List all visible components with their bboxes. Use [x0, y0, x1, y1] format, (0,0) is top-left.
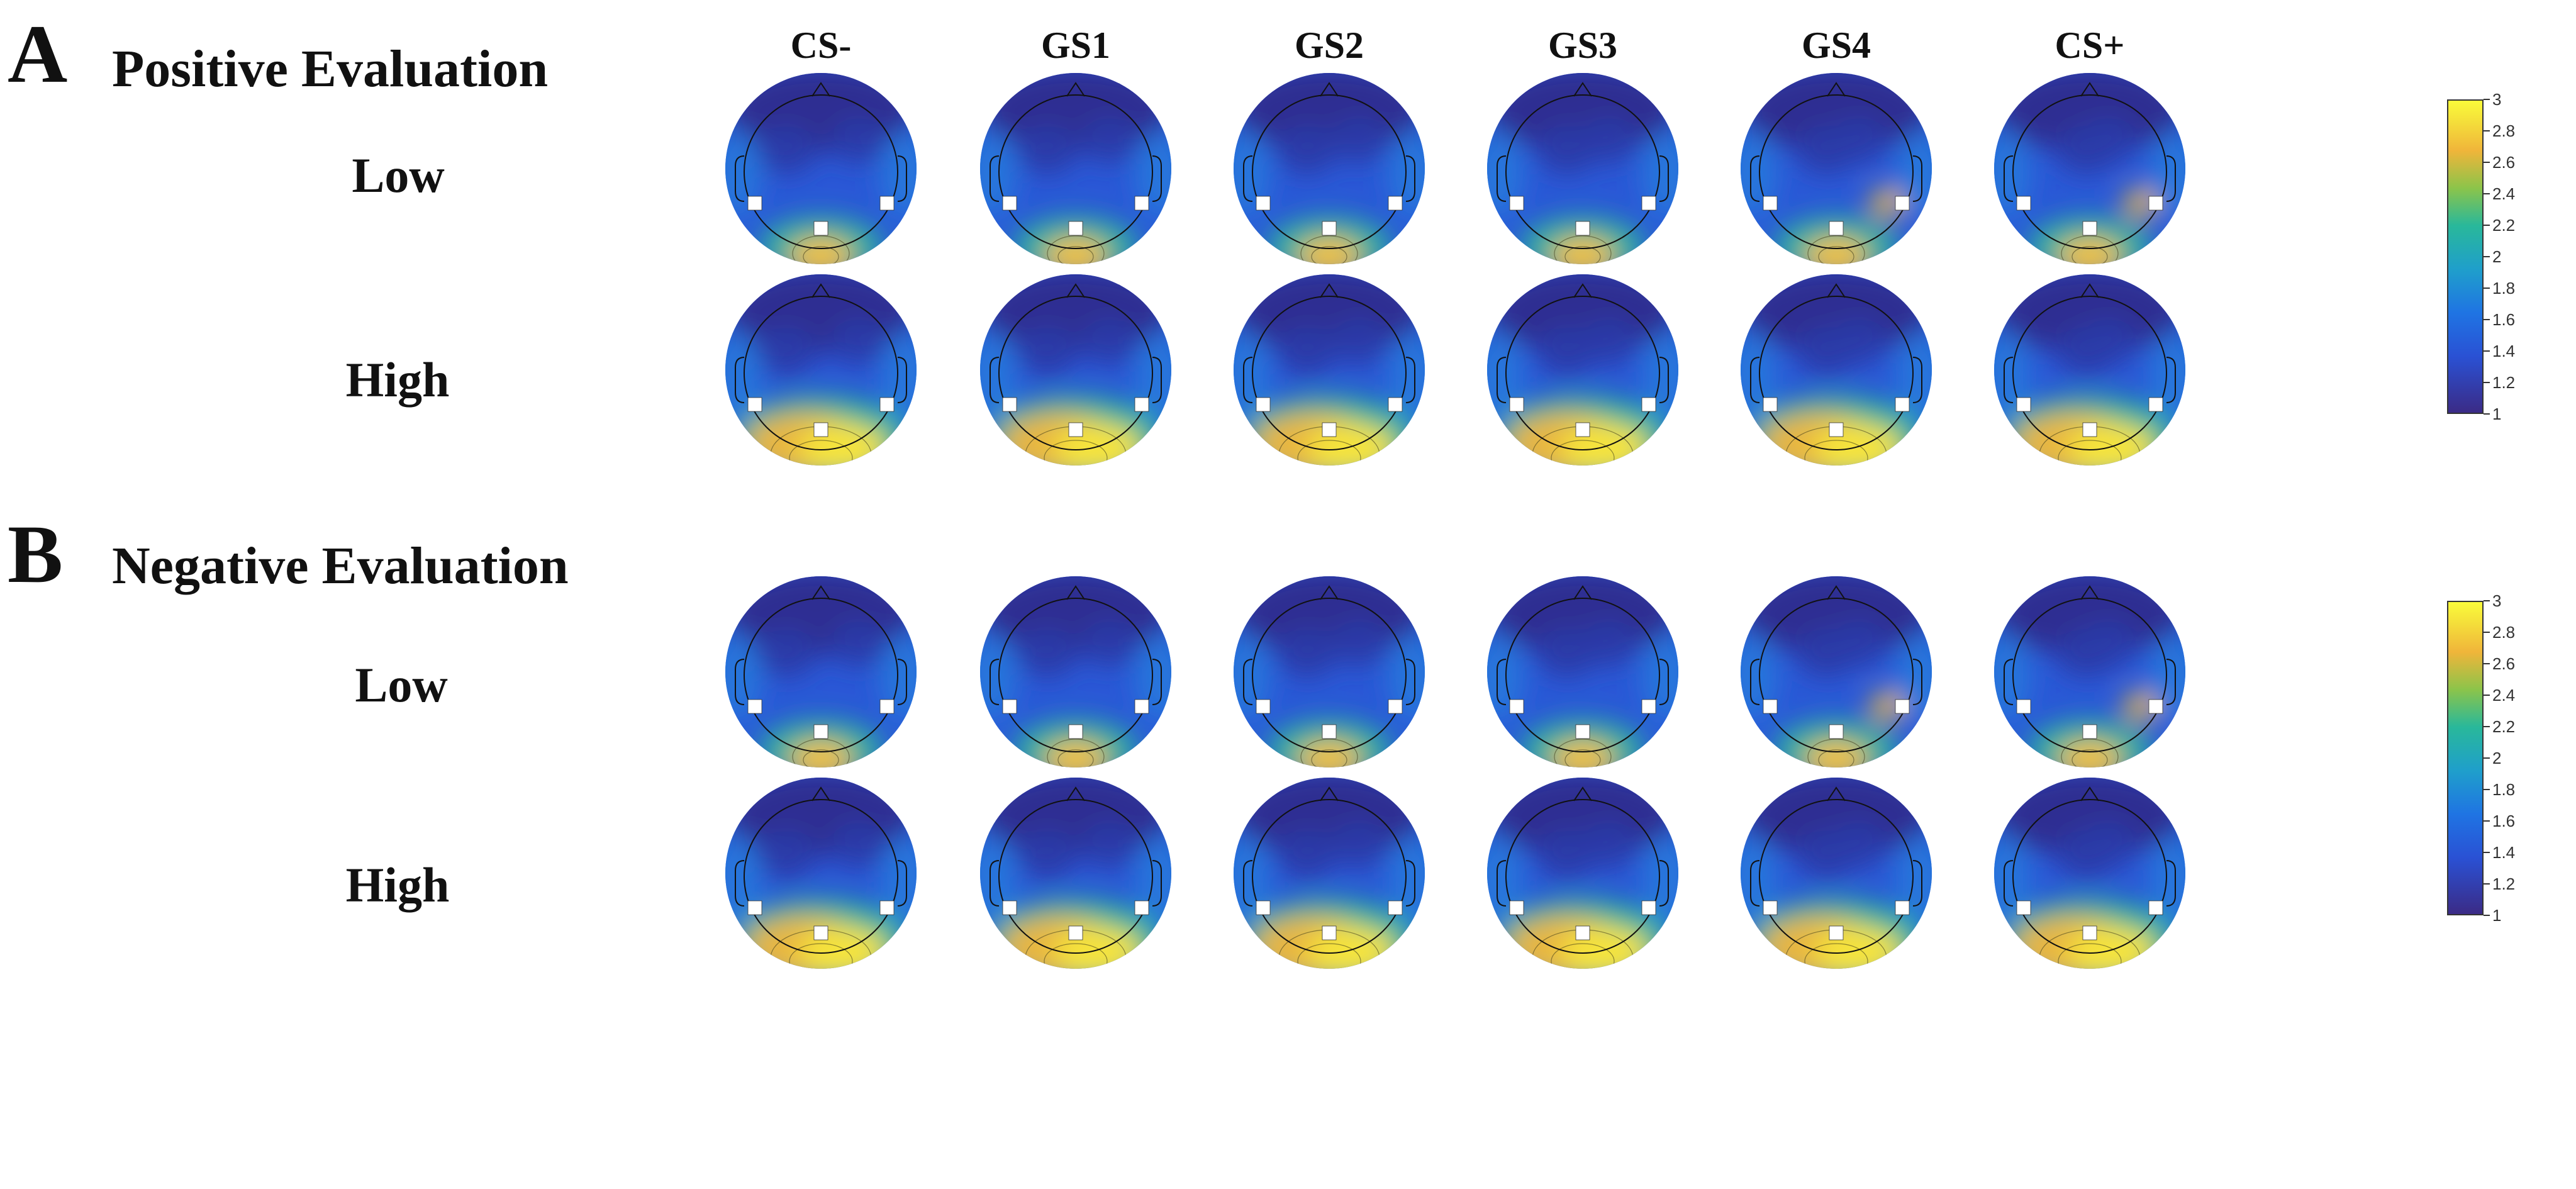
colorbar-tick-label: 2.4 — [2492, 184, 2516, 203]
colorbar-a — [2447, 99, 2484, 414]
topographic-map — [1741, 274, 1932, 466]
colorbar-tick-mark — [2484, 600, 2490, 601]
row-label-a-high: High — [345, 352, 450, 407]
colorbar-tick-label: 2.8 — [2492, 121, 2516, 140]
colorbar-b — [2447, 601, 2484, 915]
column-header-cs-minus: CS- — [790, 25, 852, 66]
colorbar-tick-mark — [2484, 820, 2490, 822]
colorbar-tick-label: 2.2 — [2492, 216, 2516, 235]
topographic-map — [1487, 576, 1678, 768]
topographic-map — [1234, 73, 1425, 264]
row-label-b-high: High — [345, 857, 450, 912]
colorbar-tick-mark — [2484, 382, 2490, 383]
colorbar-tick-mark — [2484, 632, 2490, 633]
colorbar-tick-label: 1.6 — [2492, 310, 2516, 329]
colorbar-tick-label: 3 — [2492, 591, 2502, 610]
column-header-gs2: GS2 — [1294, 25, 1364, 66]
topographic-map — [1741, 73, 1932, 264]
colorbar-tick-mark — [2484, 319, 2490, 320]
colorbar-tick-mark — [2484, 789, 2490, 790]
colorbar-tick-mark — [2484, 915, 2490, 916]
colorbar-tick-label: 1.8 — [2492, 780, 2516, 799]
topographic-map — [1234, 778, 1425, 969]
colorbar-tick-label: 1.4 — [2492, 843, 2516, 862]
topographic-map — [1994, 778, 2185, 969]
colorbar-tick-label: 1.4 — [2492, 342, 2516, 360]
column-header-gs1: GS1 — [1040, 25, 1111, 66]
colorbar-tick-label: 2.8 — [2492, 623, 2516, 642]
colorbar-tick-mark — [2484, 695, 2490, 696]
topographic-map — [1234, 576, 1425, 768]
panel-letter-a: A — [8, 8, 68, 100]
column-header-gs3: GS3 — [1547, 25, 1618, 66]
topographic-map — [1487, 73, 1678, 264]
topographic-map — [980, 73, 1171, 264]
colorbar-tick-mark — [2484, 852, 2490, 853]
colorbar-tick-mark — [2484, 350, 2490, 352]
topographic-map — [1994, 274, 2185, 466]
colorbar-tick-label: 2.6 — [2492, 153, 2516, 172]
colorbar-tick-label: 1.2 — [2492, 373, 2516, 392]
topographic-map — [1234, 274, 1425, 466]
colorbar-tick-label: 2.2 — [2492, 717, 2516, 736]
colorbar-tick-label: 1.8 — [2492, 279, 2516, 298]
panel-letter-b: B — [8, 508, 64, 600]
topographic-map — [1741, 778, 1932, 969]
topographic-map — [725, 778, 917, 969]
topographic-map — [1994, 73, 2185, 264]
colorbar-tick-mark — [2484, 99, 2490, 100]
topographic-map — [1487, 274, 1678, 466]
row-label-b-low: Low — [355, 657, 448, 712]
colorbar-tick-label: 1 — [2492, 405, 2502, 423]
column-header-cs-plus: CS+ — [2055, 25, 2125, 66]
colorbar-tick-mark — [2484, 757, 2490, 759]
colorbar-tick-label: 3 — [2492, 90, 2502, 109]
panel-title-a: Positive Evaluation — [112, 40, 549, 98]
row-label-a-low: Low — [352, 148, 445, 203]
colorbar-tick-mark — [2484, 130, 2490, 131]
colorbar-tick-mark — [2484, 883, 2490, 885]
topographic-map — [725, 576, 917, 768]
colorbar-tick-label: 2 — [2492, 749, 2502, 768]
topographic-map — [1487, 778, 1678, 969]
topographic-map — [725, 73, 917, 264]
topographic-map — [1994, 576, 2185, 768]
colorbar-tick-mark — [2484, 193, 2490, 194]
colorbar-tick-label: 2.4 — [2492, 686, 2516, 705]
topographic-map — [1741, 576, 1932, 768]
colorbar-tick-mark — [2484, 413, 2490, 415]
column-header-gs4: GS4 — [1801, 25, 1871, 66]
topographic-map — [980, 576, 1171, 768]
topographic-map — [725, 274, 917, 466]
colorbar-tick-label: 1.6 — [2492, 812, 2516, 830]
topographic-map — [980, 274, 1171, 466]
colorbar-tick-mark — [2484, 162, 2490, 163]
colorbar-tick-mark — [2484, 663, 2490, 664]
colorbar-tick-label: 2.6 — [2492, 654, 2516, 673]
colorbar-tick-mark — [2484, 726, 2490, 727]
colorbar-tick-label: 1.2 — [2492, 874, 2516, 893]
panel-title-b: Negative Evaluation — [112, 537, 569, 595]
colorbar-tick-mark — [2484, 287, 2490, 289]
colorbar-tick-mark — [2484, 256, 2490, 257]
topographic-map — [980, 778, 1171, 969]
colorbar-tick-label: 2 — [2492, 247, 2502, 266]
colorbar-tick-label: 1 — [2492, 906, 2502, 925]
colorbar-tick-mark — [2484, 225, 2490, 226]
